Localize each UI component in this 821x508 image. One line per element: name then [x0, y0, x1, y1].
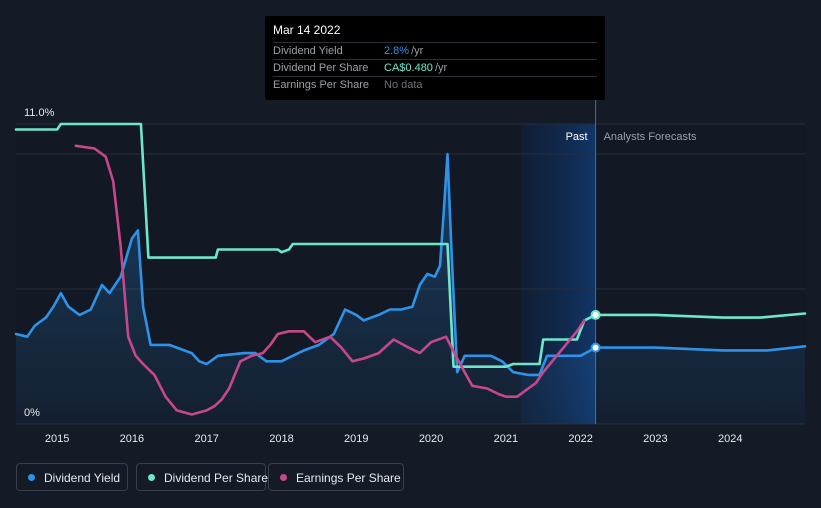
- x-tick-label: 2021: [494, 433, 518, 445]
- marker-dividend-per-share: [590, 309, 601, 320]
- tooltip: Mar 14 2022 Dividend Yield 2.8%/yr Divid…: [265, 16, 605, 100]
- tooltip-date: Mar 14 2022: [273, 23, 341, 37]
- legend-dot: [280, 474, 287, 481]
- tooltip-label: Dividend Per Share: [273, 62, 369, 74]
- series-line-earnings-per-share: [74, 144, 586, 416]
- dividend-yield-area: [16, 154, 805, 424]
- legend-earnings-per-share[interactable]: Earnings Per Share: [268, 463, 404, 491]
- legend-dot: [148, 474, 155, 481]
- tooltip-label: Earnings Per Share: [273, 79, 369, 91]
- legend-dot: [28, 474, 35, 481]
- legend-label: Dividend Yield: [44, 471, 121, 485]
- x-tick-label: 2017: [194, 433, 218, 445]
- tooltip-row-dividend-yield: Dividend Yield 2.8%/yr: [273, 42, 597, 60]
- x-tick-label: 2022: [568, 433, 592, 445]
- series-line-dividend-yield: [14, 152, 807, 377]
- series-line-dividend-per-share: [14, 122, 807, 368]
- tooltip-value: 2.8%/yr: [384, 45, 424, 57]
- marker-dividend-yield: [590, 342, 601, 353]
- legend-label: Dividend Per Share: [164, 471, 269, 485]
- x-tick-label: 2015: [45, 433, 69, 445]
- tooltip-label: Dividend Yield: [273, 45, 343, 57]
- tooltip-value: No data: [384, 79, 423, 91]
- legend-dividend-per-share[interactable]: Dividend Per Share: [136, 463, 269, 491]
- tooltip-row-dividend-per-share: Dividend Per Share CA$0.480/yr: [273, 59, 597, 77]
- series-markers: [590, 309, 601, 353]
- x-tick-label: 2018: [269, 433, 293, 445]
- x-tick-label: 2023: [643, 433, 667, 445]
- legend-dividend-yield[interactable]: Dividend Yield: [16, 463, 128, 491]
- x-axis-ticks: 2015 2016 2017 2018 2019 2020 2021 2022 2023 2024: [45, 433, 743, 445]
- past-label: Past: [566, 131, 588, 143]
- x-tick-label: 2024: [718, 433, 742, 445]
- x-tick-label: 2016: [120, 433, 144, 445]
- y-axis-bottom-label: 0%: [24, 407, 40, 419]
- legend-label: Earnings Per Share: [296, 471, 401, 485]
- series-lines: [14, 122, 807, 416]
- analysts-forecasts-label: Analysts Forecasts: [604, 131, 697, 143]
- x-tick-label: 2019: [344, 433, 368, 445]
- x-tick-label: 2020: [419, 433, 443, 445]
- tooltip-row-earnings-per-share: Earnings Per Share No data: [273, 76, 597, 94]
- y-axis-top-label: 11.0%: [24, 107, 55, 119]
- tooltip-value: CA$0.480/yr: [384, 62, 448, 74]
